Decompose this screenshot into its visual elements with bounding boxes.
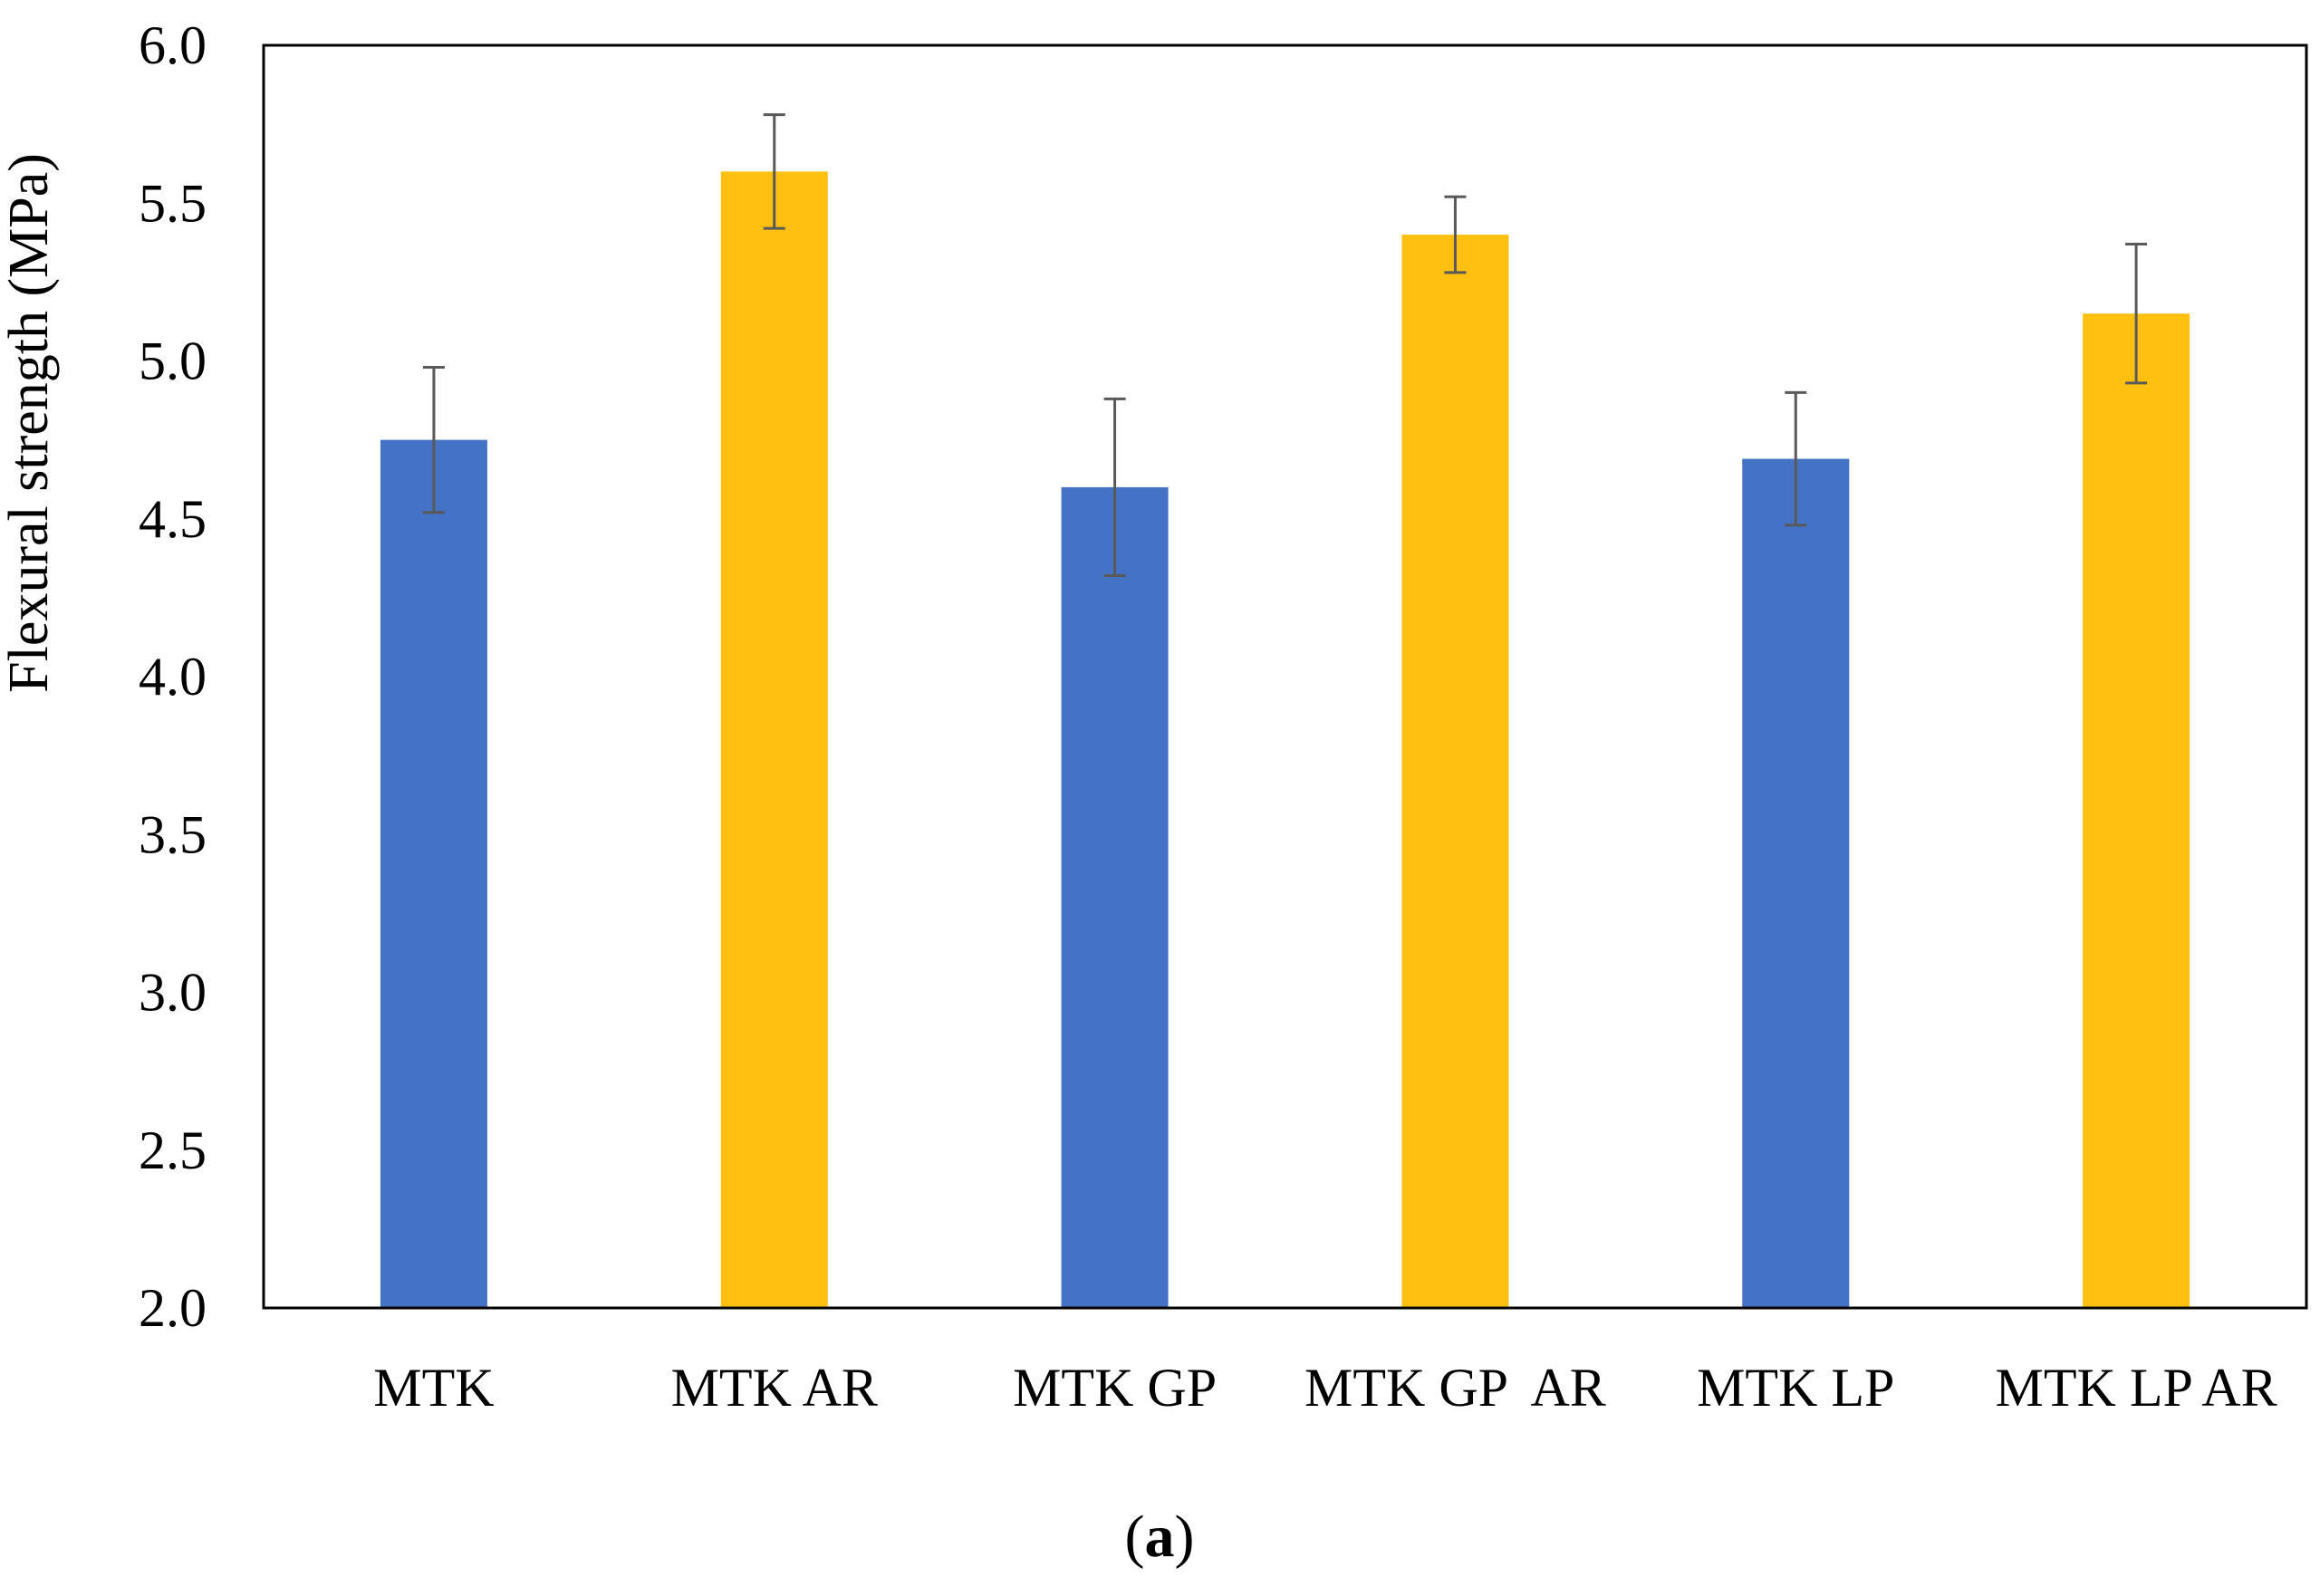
bar-1 xyxy=(380,439,487,1308)
x-category-label-4: MTK GP AR xyxy=(1304,1358,1606,1418)
y-tick-label-3: 3.0 xyxy=(139,963,207,1023)
error-bar-6 xyxy=(2125,243,2148,385)
panel-label-close: ) xyxy=(1175,1504,1195,1570)
y-tick-label-7: 5.0 xyxy=(139,332,207,391)
panel-label: (a) xyxy=(1125,1504,1195,1570)
bar-6 xyxy=(2083,313,2190,1309)
error-bar-5 xyxy=(1785,390,1807,527)
panel-label-letter: a xyxy=(1145,1504,1175,1570)
y-tick-label-4: 3.5 xyxy=(139,804,207,864)
y-axis-tick-labels: 2.0 2.5 3.0 3.5 4.0 4.5 5.0 5.5 6.0 xyxy=(139,15,207,1338)
error-bar-3 xyxy=(1103,397,1126,577)
error-bar-2 xyxy=(763,113,785,230)
y-tick-label-2: 2.5 xyxy=(139,1120,207,1180)
y-tick-label-8: 5.5 xyxy=(139,173,207,233)
bar-4 xyxy=(1401,235,1509,1309)
x-axis-category-labels: MTK MTK AR MTK GP MTK GP AR MTK LP MTK LP AR xyxy=(373,1358,2277,1418)
x-category-label-2: MTK AR xyxy=(671,1358,878,1418)
x-category-label-1: MTK xyxy=(373,1358,494,1418)
y-axis-title: Flexural strength (MPa) xyxy=(0,153,60,693)
y-tick-label-5: 4.0 xyxy=(139,647,207,707)
bar-3 xyxy=(1061,486,1169,1308)
x-category-label-6: MTK LP AR xyxy=(1995,1358,2277,1418)
error-bar-4 xyxy=(1444,195,1467,274)
y-tick-label-6: 4.5 xyxy=(139,489,207,549)
error-bar-1 xyxy=(422,365,445,514)
x-category-label-3: MTK GP xyxy=(1013,1358,1217,1418)
bar-2 xyxy=(720,171,828,1308)
panel-label-open: ( xyxy=(1125,1504,1145,1570)
bars-layer xyxy=(380,171,2190,1309)
bar-5 xyxy=(1742,458,1850,1308)
y-tick-label-1: 2.0 xyxy=(139,1278,207,1338)
x-category-label-5: MTK LP xyxy=(1697,1358,1894,1418)
error-bars-layer xyxy=(422,113,2148,577)
plot-area-frame xyxy=(262,43,2308,1310)
y-tick-label-9: 6.0 xyxy=(139,15,207,75)
